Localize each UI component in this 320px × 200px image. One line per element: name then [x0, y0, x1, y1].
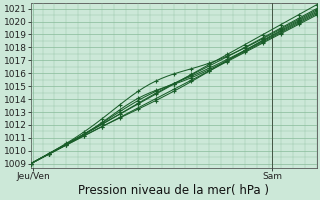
X-axis label: Pression niveau de la mer( hPa ): Pression niveau de la mer( hPa ): [78, 184, 269, 197]
